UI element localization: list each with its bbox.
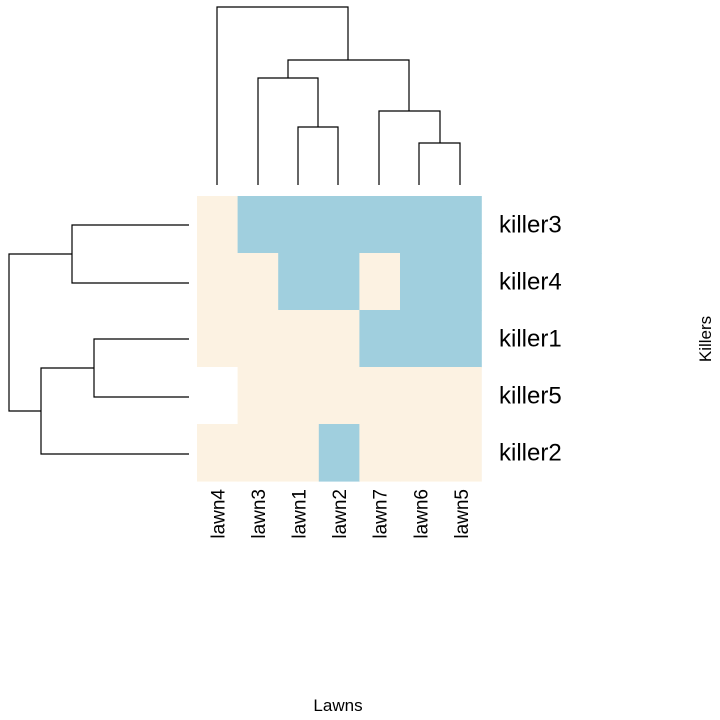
heatmap-cell-killer5-lawn3 (237, 367, 279, 425)
heatmap-cell-killer4-lawn6 (400, 253, 442, 311)
heatmap-cell-killer2-lawn1 (278, 424, 320, 482)
col-dendro-root (216, 6, 349, 185)
heatmap-cell-killer2-lawn2 (318, 424, 360, 482)
x-axis-title: Lawns (313, 696, 362, 715)
row-label-killer3: killer3 (499, 212, 562, 239)
heatmap-cell-killer2-lawn3 (237, 424, 279, 482)
row-labels: killer3 killer4 killer1 killer5 killer2 (499, 212, 562, 467)
heatmap-cell-killer5-lawn5 (440, 367, 482, 425)
heatmap-cell-killer3-lawn5 (440, 196, 482, 254)
row-dendro-killer2-group (40, 367, 189, 455)
heatmap-cell-killer4-lawn1 (278, 253, 320, 311)
heatmap-cell-killer5-lawn4 (197, 367, 239, 425)
y-axis-title: Killers (696, 316, 715, 362)
heatmap-cell-killer4-lawn3 (237, 253, 279, 311)
heatmap-cell-killer1-lawn5 (440, 310, 482, 368)
column-label-lawn2: lawn2 (330, 489, 351, 539)
heatmap-cell-killer2-lawn6 (400, 424, 442, 482)
heatmap-cell-killer1-lawn7 (359, 310, 401, 368)
col-dendro-lawn6-lawn5 (418, 142, 461, 185)
column-label-lawn6: lawn6 (411, 489, 432, 539)
row-dendrogram (8, 224, 189, 455)
column-labels: lawn4 lawn3 lawn1 lawn2 lawn7 lawn6 lawn5 (208, 489, 473, 539)
row-label-killer5: killer5 (499, 383, 562, 410)
heatmap-cell-killer3-lawn7 (359, 196, 401, 254)
row-dendro-root (8, 253, 72, 412)
row-label-killer2: killer2 (499, 440, 562, 467)
heatmap-cell-killer5-lawn6 (400, 367, 442, 425)
heatmap-cell-killer4-lawn7 (359, 253, 401, 311)
column-label-lawn5: lawn5 (452, 489, 473, 539)
heatmap-cells (197, 196, 482, 482)
heatmap-cell-killer4-lawn5 (440, 253, 482, 311)
heatmap-cell-killer1-lawn3 (237, 310, 279, 368)
col-dendro-lawn3-group (257, 77, 319, 185)
row-label-killer1: killer1 (499, 326, 562, 353)
heatmap-cell-killer2-lawn4 (197, 424, 239, 482)
column-label-lawn3: lawn3 (249, 489, 270, 539)
heatmap-cell-killer5-lawn2 (318, 367, 360, 425)
heatmap-cell-killer2-lawn5 (440, 424, 482, 482)
heatmap-cell-killer3-lawn1 (278, 196, 320, 254)
heatmap-cell-killer3-lawn4 (197, 196, 239, 254)
col-dendro-left-right (287, 59, 410, 111)
row-dendro-killer1-killer5 (93, 338, 189, 398)
heatmap-cell-killer4-lawn4 (197, 253, 239, 311)
heatmap-cell-killer1-lawn2 (318, 310, 360, 368)
column-dendrogram (216, 6, 461, 185)
heatmap-cell-killer1-lawn6 (400, 310, 442, 368)
heatmap-cell-killer1-lawn1 (278, 310, 320, 368)
heatmap-cell-killer1-lawn4 (197, 310, 239, 368)
col-dendro-lawn7-group (378, 110, 441, 185)
column-label-lawn4: lawn4 (208, 489, 229, 539)
heatmap-cell-killer5-lawn7 (359, 367, 401, 425)
column-label-lawn7: lawn7 (371, 489, 392, 539)
heatmap-cell-killer2-lawn7 (359, 424, 401, 482)
column-label-lawn1: lawn1 (290, 489, 311, 539)
row-dendro-killer3-killer4 (71, 224, 189, 284)
heatmap-cell-killer3-lawn6 (400, 196, 442, 254)
heatmap-cell-killer3-lawn2 (318, 196, 360, 254)
col-dendro-lawn1-lawn2 (297, 126, 339, 185)
row-label-killer4: killer4 (499, 269, 562, 296)
heatmap-cell-killer4-lawn2 (318, 253, 360, 311)
heatmap-cell-killer3-lawn3 (237, 196, 279, 254)
heatmap-cell-killer5-lawn1 (278, 367, 320, 425)
